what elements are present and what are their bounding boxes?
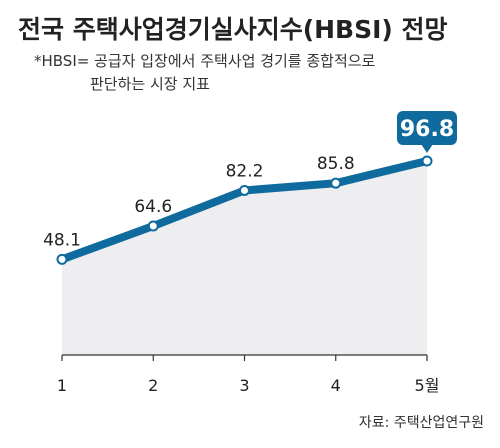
data-point — [239, 184, 250, 196]
data-points — [56, 155, 433, 265]
x-tick-label: 1 — [57, 376, 67, 395]
data-point — [421, 155, 433, 167]
data-point — [330, 177, 342, 189]
x-tick-label: 4 — [331, 376, 341, 395]
chart-title: 전국 주택사업경기실사지수(HBSI) 전망 — [18, 15, 448, 44]
x-tick-label: 3 — [239, 376, 249, 395]
x-ticks: 1 2 3 4 5월 — [57, 355, 440, 395]
highlight-label: 96.8 — [397, 110, 457, 153]
data-point — [56, 253, 68, 265]
data-label: 82.2 — [226, 161, 264, 181]
highlight-box — [397, 110, 457, 145]
data-label: 64.6 — [134, 197, 172, 217]
data-label: 96.8 — [400, 117, 454, 142]
source-note: 자료: 주택산업연구원 — [359, 415, 484, 431]
data-label: 85.8 — [317, 154, 355, 174]
note-line-1: *HBSI= 공급자 입장에서 주택사업 경기를 종합적으로 — [34, 52, 376, 70]
note-line-2: 판단하는 시장 지표 — [90, 75, 210, 93]
x-tick-label: 2 — [148, 376, 158, 395]
highlight-pointer — [421, 143, 433, 153]
area-fill — [62, 160, 427, 355]
x-tick-label: 5월 — [415, 376, 440, 395]
data-point — [147, 220, 159, 232]
data-labels: 48.1 64.6 82.2 85.8 96.8 — [43, 110, 457, 250]
data-label: 48.1 — [43, 230, 81, 250]
